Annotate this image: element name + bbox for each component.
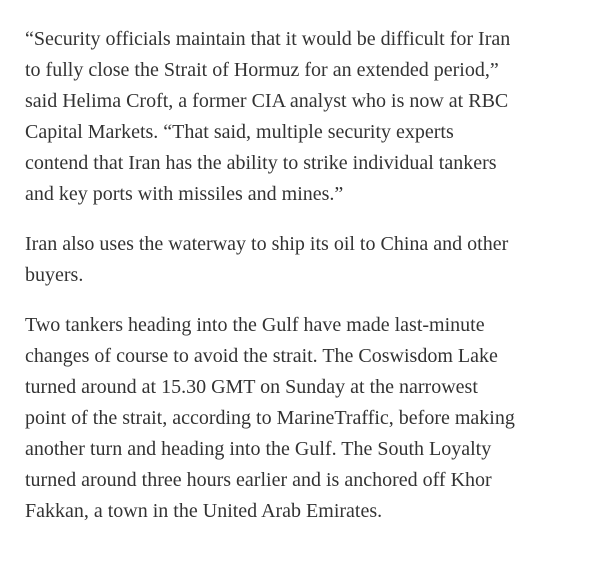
text-line: changes of course to avoid the strait. T… [25, 345, 498, 367]
text-line: contend that Iran has the ability to str… [25, 152, 497, 174]
text-line: Two tankers heading into the Gulf have m… [25, 314, 485, 336]
text-line: turned around three hours earlier and is… [25, 469, 492, 491]
text-line: Iran also uses the waterway to ship its … [25, 233, 509, 255]
paragraph: “Security officials maintain that it wou… [25, 24, 609, 210]
text-line: buyers. [25, 264, 84, 286]
paragraph: Two tankers heading into the Gulf have m… [25, 310, 609, 527]
text-line: Fakkan, a town in the United Arab Emirat… [25, 500, 383, 522]
text-line: turned around at 15.30 GMT on Sunday at … [25, 376, 478, 398]
text-line: and key ports with missiles and mines.” [25, 183, 344, 205]
text-line: Capital Markets. “That said, multiple se… [25, 121, 454, 143]
text-line: “Security officials maintain that it wou… [25, 28, 511, 50]
text-line: said Helima Croft, a former CIA analyst … [25, 90, 509, 112]
text-line: to fully close the Strait of Hormuz for … [25, 59, 499, 81]
paragraph: Iran also uses the waterway to ship its … [25, 229, 609, 291]
text-line: another turn and heading into the Gulf. … [25, 438, 492, 460]
text-line: point of the strait, according to Marine… [25, 407, 515, 429]
